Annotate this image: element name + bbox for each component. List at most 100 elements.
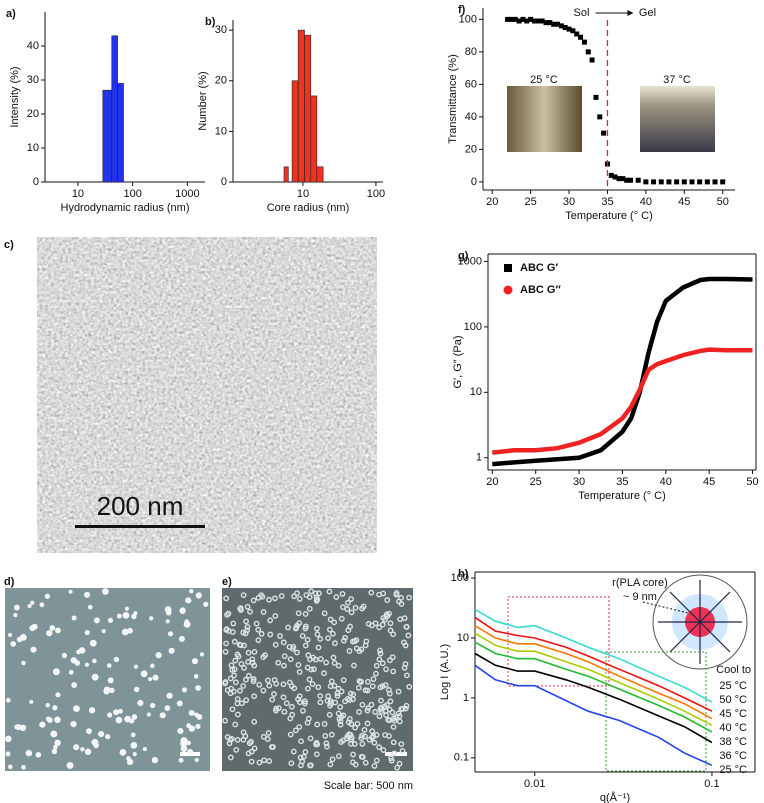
point (539, 18, 545, 24)
particle (266, 758, 273, 764)
particle (240, 729, 247, 736)
particle (235, 711, 241, 718)
particle (71, 682, 78, 689)
particle (348, 609, 355, 616)
y-axis-label: Intensity (%) (9, 66, 21, 127)
particle (378, 697, 384, 704)
particle (377, 684, 384, 691)
particle (280, 639, 287, 646)
particle (373, 757, 380, 764)
particle (148, 677, 153, 682)
particle (164, 705, 171, 712)
particle (168, 647, 175, 654)
particle (203, 601, 209, 607)
particle (234, 696, 241, 702)
point (601, 130, 607, 136)
particle (287, 656, 294, 663)
particle (74, 660, 81, 666)
particle (61, 652, 68, 659)
particle (386, 717, 393, 724)
y-tick-label: 80 (465, 46, 477, 58)
y-tick-label: 10 (457, 632, 469, 644)
particle (302, 749, 309, 755)
particle (14, 724, 20, 730)
particle (338, 713, 345, 720)
particle (396, 713, 403, 720)
particle (113, 656, 120, 663)
particle (286, 644, 293, 650)
y-tick-label: 0.1 (454, 752, 469, 764)
particle (98, 730, 105, 738)
particle (296, 724, 303, 730)
particle (55, 692, 61, 698)
particle (8, 764, 13, 770)
particle (304, 685, 311, 692)
particle (315, 644, 322, 651)
particle (115, 716, 123, 724)
legend-label: 25 °C (719, 764, 747, 776)
particle (245, 672, 252, 679)
particle (245, 659, 251, 665)
particle (176, 700, 183, 707)
highlight-box (605, 651, 707, 772)
particle (383, 666, 389, 673)
particle (295, 610, 302, 617)
particle (403, 672, 410, 679)
particle (287, 715, 294, 722)
particle (302, 698, 308, 705)
particle (307, 735, 314, 742)
particle (295, 661, 302, 668)
x-tick-label: 40 (640, 196, 652, 208)
particle (373, 662, 380, 669)
particle (44, 593, 51, 599)
particle (326, 588, 333, 595)
x-axis-label: Temperature (° C) (578, 490, 666, 502)
point (558, 23, 564, 29)
particle (327, 616, 334, 623)
particle (302, 611, 309, 617)
particle (225, 628, 232, 634)
particle (45, 703, 50, 708)
particle (390, 739, 397, 746)
particle (199, 652, 205, 657)
particle (362, 759, 369, 766)
particle (5, 751, 11, 757)
particle (243, 676, 249, 683)
particle (73, 705, 80, 712)
particle (347, 623, 354, 630)
y-tick-label: 1 (476, 452, 482, 464)
particle (142, 747, 147, 752)
particle (260, 733, 267, 740)
particle (273, 705, 280, 712)
particle (297, 754, 304, 761)
particle (119, 749, 127, 756)
particle (228, 662, 235, 669)
point (581, 39, 587, 45)
particle (359, 732, 365, 739)
particle (232, 721, 239, 728)
particle (333, 594, 340, 600)
particle (131, 714, 138, 720)
point (551, 21, 557, 27)
point (712, 179, 718, 185)
tem-image-d (5, 588, 210, 771)
particle (21, 764, 26, 770)
particle (243, 697, 250, 704)
particle (381, 703, 388, 710)
particle (308, 666, 315, 673)
particle (339, 591, 346, 597)
particle (46, 629, 53, 637)
particle (272, 641, 279, 648)
x-tick-label: 30 (563, 196, 575, 208)
series-line (474, 632, 713, 726)
particle (27, 604, 32, 609)
point (578, 34, 584, 40)
particle (232, 657, 239, 664)
particle (340, 637, 347, 644)
particle (92, 658, 97, 664)
point (635, 177, 641, 183)
x-tick-label: 45 (678, 196, 690, 208)
particle (121, 628, 129, 636)
x-axis-label: Core radius (nm) (267, 202, 350, 214)
panel-label: h) (458, 568, 469, 580)
